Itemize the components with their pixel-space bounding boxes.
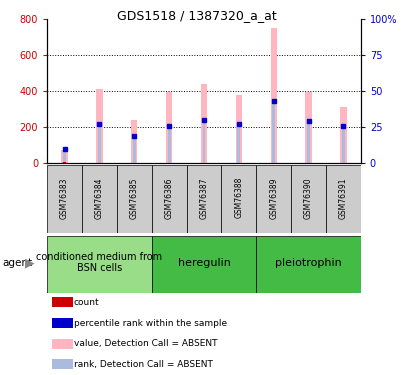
- Text: GSM76390: GSM76390: [303, 177, 312, 219]
- Bar: [63, 162, 66, 163]
- Text: ▶: ▶: [25, 256, 35, 269]
- Text: GSM76391: GSM76391: [338, 177, 347, 219]
- Bar: [270, 28, 276, 163]
- Text: GSM76384: GSM76384: [95, 177, 103, 219]
- Bar: [272, 101, 274, 163]
- Text: percentile rank within the sample: percentile rank within the sample: [74, 318, 227, 327]
- FancyBboxPatch shape: [151, 236, 256, 292]
- Text: heregulin: heregulin: [177, 258, 230, 267]
- Text: GSM76389: GSM76389: [269, 177, 277, 219]
- FancyBboxPatch shape: [47, 236, 151, 292]
- Text: GSM76383: GSM76383: [60, 177, 69, 219]
- Bar: [339, 107, 346, 163]
- FancyBboxPatch shape: [256, 165, 290, 232]
- Text: GSM76387: GSM76387: [199, 177, 208, 219]
- Bar: [200, 84, 207, 163]
- FancyBboxPatch shape: [82, 165, 117, 232]
- Text: conditioned medium from
BSN cells: conditioned medium from BSN cells: [36, 252, 162, 273]
- Text: GSM76386: GSM76386: [164, 177, 173, 219]
- Bar: [167, 125, 170, 163]
- Bar: [235, 96, 241, 163]
- Bar: [98, 123, 101, 163]
- Bar: [63, 149, 66, 163]
- FancyBboxPatch shape: [186, 165, 221, 232]
- Text: value, Detection Call = ABSENT: value, Detection Call = ABSENT: [74, 339, 217, 348]
- Bar: [52, 339, 72, 349]
- Bar: [52, 318, 72, 328]
- Text: GSM76388: GSM76388: [234, 177, 243, 219]
- Bar: [52, 297, 72, 307]
- Text: GSM76385: GSM76385: [130, 177, 138, 219]
- Bar: [52, 359, 72, 369]
- Text: agent: agent: [2, 258, 32, 267]
- Bar: [61, 150, 67, 163]
- Text: pleiotrophin: pleiotrophin: [274, 258, 341, 267]
- Bar: [305, 92, 311, 163]
- Text: count: count: [74, 298, 99, 307]
- Bar: [202, 120, 205, 163]
- Bar: [306, 121, 309, 163]
- FancyBboxPatch shape: [221, 165, 256, 232]
- FancyBboxPatch shape: [256, 236, 360, 292]
- FancyBboxPatch shape: [290, 165, 325, 232]
- Bar: [96, 89, 102, 163]
- FancyBboxPatch shape: [117, 165, 151, 232]
- Bar: [131, 120, 137, 163]
- Bar: [237, 124, 240, 163]
- FancyBboxPatch shape: [325, 165, 360, 232]
- FancyBboxPatch shape: [151, 165, 186, 232]
- Bar: [166, 92, 172, 163]
- FancyBboxPatch shape: [47, 165, 82, 232]
- Text: GDS1518 / 1387320_a_at: GDS1518 / 1387320_a_at: [117, 9, 276, 22]
- Bar: [133, 135, 135, 163]
- Bar: [341, 125, 344, 163]
- Text: rank, Detection Call = ABSENT: rank, Detection Call = ABSENT: [74, 360, 212, 369]
